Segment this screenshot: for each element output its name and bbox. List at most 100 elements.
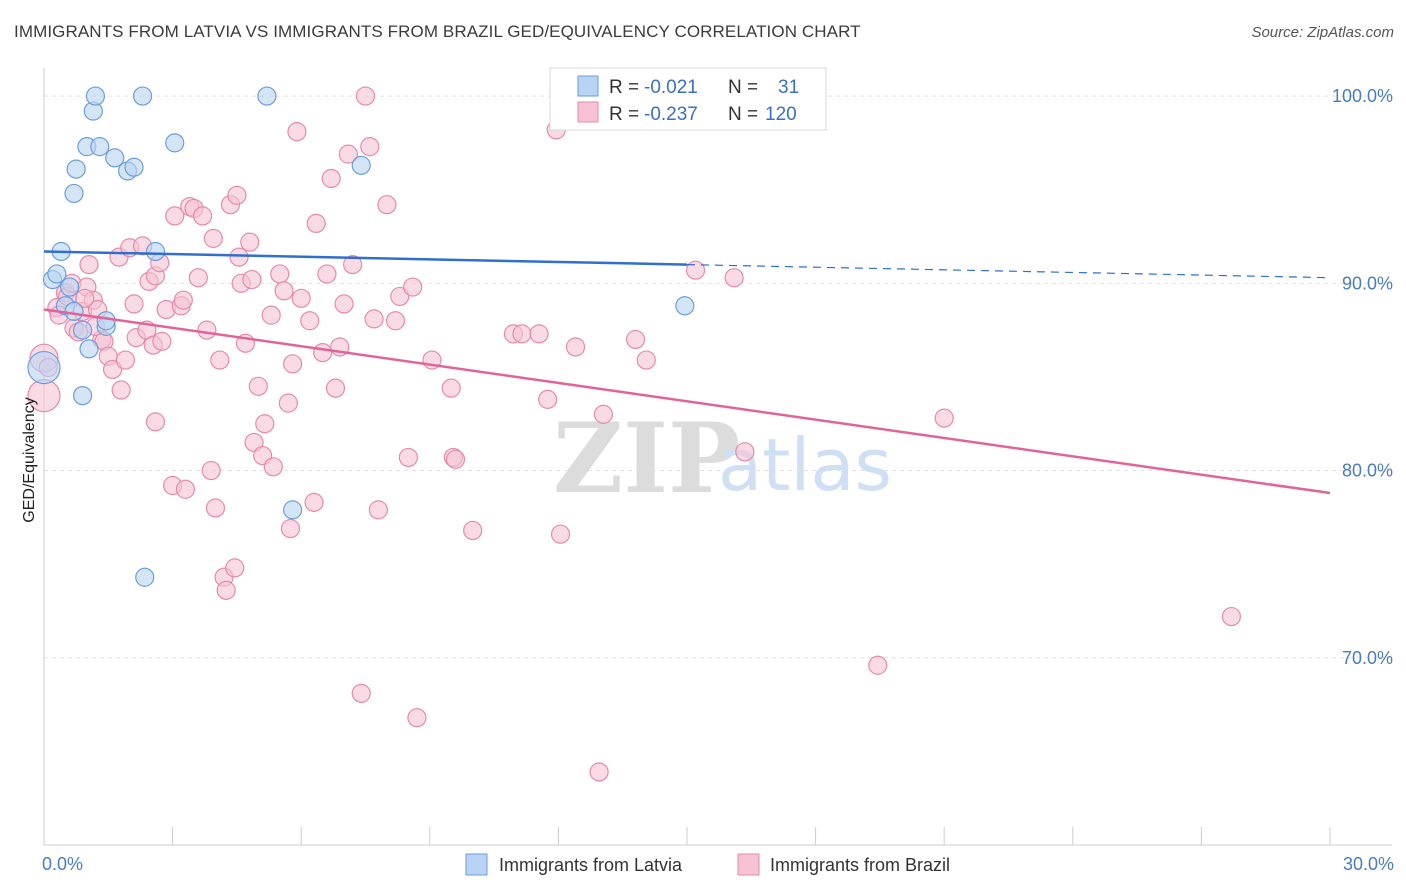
brazil-point [152, 331, 172, 351]
brazil-point [175, 479, 196, 499]
brazil-point [242, 269, 262, 290]
brazil-point [216, 580, 236, 600]
x-tick-label: 0.0% [42, 854, 83, 874]
tick-labels: 100.0% 90.0% 80.0% 70.0% 0.0% 30.0% [42, 86, 1394, 874]
chart-title: IMMIGRANTS FROM LATVIA VS IMMIGRANTS FRO… [14, 22, 861, 41]
latvia-point [283, 500, 303, 520]
brazil-trend-line [43, 308, 1331, 495]
latvia-point [64, 301, 84, 321]
brazil-point [868, 655, 888, 675]
brazil-point [441, 378, 461, 398]
latvia-point [132, 86, 153, 106]
brazil-point [201, 460, 221, 481]
brazil-point [291, 288, 311, 308]
brazil-point [165, 206, 185, 226]
brazil-point [263, 457, 283, 477]
latvia-trend-line [43, 250, 688, 266]
chart-source: Source: ZipAtlas.com [1251, 24, 1394, 41]
brazil-point [255, 414, 275, 434]
latvia-points [27, 86, 695, 587]
brazil-point [529, 324, 549, 344]
y-tick-label: 90.0% [1342, 273, 1393, 293]
brazil-point [385, 311, 406, 331]
brazil-point [377, 195, 397, 215]
brazil-point [407, 708, 427, 728]
brazil-point [934, 408, 954, 428]
watermark-zip: ZIP [553, 402, 740, 515]
brazil-point [390, 286, 410, 307]
bottom-legend-swatch-brazil [737, 853, 760, 876]
brazil-point [270, 264, 290, 284]
brazil-point [261, 305, 281, 325]
legend-r-label-latvia: R = [609, 77, 639, 98]
latvia-point [124, 157, 144, 177]
brazil-point [325, 378, 346, 398]
bottom-legend: Immigrants from Latvia Immigrants from B… [465, 853, 950, 876]
brazil-point [280, 518, 301, 539]
brazil-point [115, 350, 136, 370]
latvia-point [72, 386, 93, 406]
y-tick-label: 70.0% [1342, 648, 1393, 668]
latvia-point [351, 155, 371, 175]
brazil-point [188, 268, 208, 288]
brazil-point [589, 762, 609, 782]
brazil-point [360, 137, 380, 157]
brazil-point [227, 185, 247, 205]
y-tick-label: 80.0% [1342, 461, 1393, 481]
legend-r-value-brazil: -0.237 [644, 104, 698, 125]
y-tick-label: 100.0% [1332, 86, 1393, 106]
y-axis-title: GED/Equivalency [21, 397, 38, 522]
bottom-legend-label-latvia: Immigrants from Latvia [499, 855, 683, 875]
latvia-point [105, 148, 125, 168]
brazil-point [321, 168, 341, 189]
brazil-point [343, 254, 363, 275]
brazil-point [334, 294, 354, 314]
brazil-point [338, 144, 358, 164]
x-tick-label: 30.0% [1343, 854, 1394, 874]
axes [43, 68, 1392, 846]
brazil-point [364, 309, 384, 329]
brazil-point [225, 558, 245, 578]
brazil-point [1221, 606, 1242, 627]
brazil-point [193, 206, 213, 226]
latvia-point [72, 320, 93, 340]
brazil-point [229, 247, 249, 267]
brazil-point [550, 524, 571, 544]
latvia-trend-extension [686, 263, 1331, 279]
brazil-point [173, 290, 193, 310]
brazil-point [205, 498, 226, 518]
legend-n-label-latvia: N = [728, 77, 758, 98]
brazil-point [355, 86, 376, 106]
legend-r-label-brazil: R = [609, 104, 639, 125]
brazil-point [248, 376, 268, 396]
legend-n-value-brazil: 120 [765, 104, 797, 125]
legend-n-label-brazil: N = [728, 104, 758, 125]
brazil-point [203, 228, 223, 248]
brazil-point [79, 254, 99, 275]
brazil-point [685, 260, 706, 280]
latvia-point [47, 264, 67, 284]
brazil-point [300, 311, 320, 331]
brazil-point [197, 320, 217, 340]
brazil-point [306, 213, 326, 233]
brazil-point [463, 520, 483, 541]
brazil-point [75, 288, 95, 308]
brazil-point [398, 447, 418, 468]
bottom-legend-label-brazil: Immigrants from Brazil [770, 855, 950, 875]
legend: R = -0.021 N = 31 R = -0.237 N = 120 [549, 67, 827, 131]
bottom-legend-swatch-latvia [465, 853, 488, 876]
latvia-point [90, 137, 110, 157]
latvia-point [66, 159, 86, 179]
latvia-point [64, 183, 84, 204]
brazil-point [403, 277, 423, 297]
latvia-point [79, 339, 99, 359]
legend-r-value-latvia: -0.021 [644, 77, 698, 98]
legend-swatch-brazil [577, 101, 599, 123]
brazil-point [274, 281, 294, 301]
brazil-point [287, 122, 307, 142]
latvia-point [60, 277, 80, 297]
brazil-point [240, 232, 260, 252]
grid-lines [44, 95, 1392, 659]
latvia-point [135, 567, 155, 587]
